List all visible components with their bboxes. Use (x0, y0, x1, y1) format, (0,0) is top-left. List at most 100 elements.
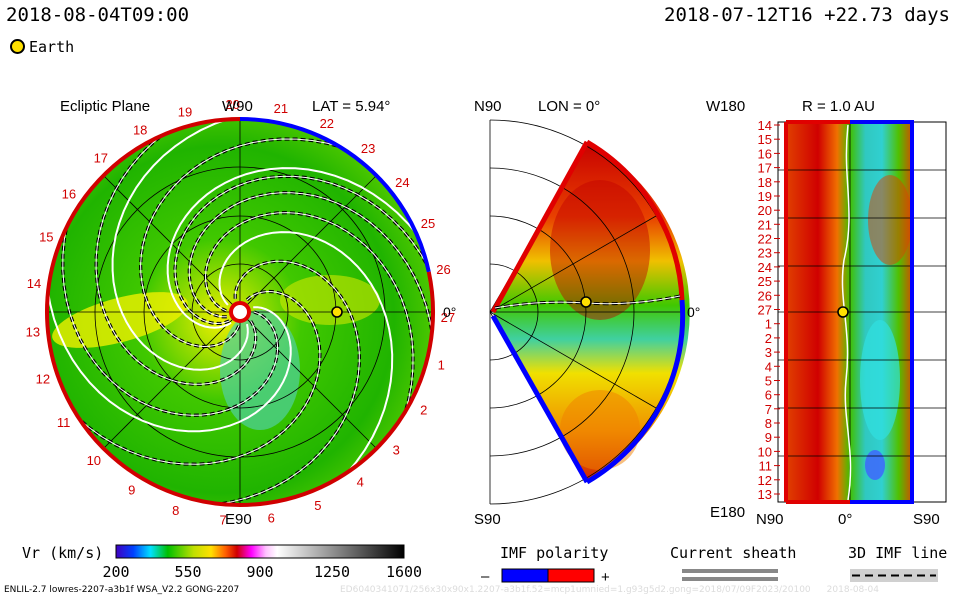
imf-field-line (218, 231, 394, 476)
radial-carrington-tick: 17 (758, 161, 772, 176)
ecliptic-carrington-tick: 16 (62, 187, 76, 202)
colorbar-label: Vr (km/s) (22, 544, 103, 562)
radial-carrington-tick: 9 (765, 430, 772, 445)
radial-carrington-tick: 8 (765, 416, 772, 431)
ecliptic-carrington-tick: 13 (26, 324, 40, 339)
radial-carrington-tick: 25 (758, 274, 772, 289)
radial-carrington-tick: 22 (758, 232, 772, 247)
footer-run-id-text: ED6040341071/256x30x90x1.2207-a3b1f.52=m… (340, 585, 811, 595)
imf-polarity-legend: IMF polarity – + (481, 544, 610, 586)
imf-line-title: 3D IMF line (848, 544, 947, 562)
radial-x-tick-left: N90 (756, 511, 784, 528)
radial-carrington-tick: 21 (758, 217, 772, 232)
ecliptic-carrington-tick: 10 (87, 453, 101, 468)
radial-carrington-tick: 1 (765, 317, 772, 332)
radial-bottom-label: E180 (710, 504, 745, 521)
ecliptic-carrington-tick: 7 (219, 512, 226, 527)
radial-carrington-tick: 27 (758, 303, 772, 318)
ecliptic-carrington-tick: 12 (36, 372, 50, 387)
ecliptic-carrington-tick: 3 (393, 442, 400, 457)
radial-x-tick-mid: 0° (838, 511, 852, 528)
radial-top-label: W180 (706, 98, 745, 115)
meridional-top-label: N90 (474, 98, 502, 115)
ecliptic-carrington-tick: 8 (172, 503, 179, 518)
radial-carrington-tick: 13 (758, 487, 772, 502)
earth-marker-radial (837, 306, 849, 318)
date-left: 2018-08-04T09:00 (6, 4, 190, 26)
meridional-bottom-label: S90 (474, 511, 501, 528)
ecliptic-right-label: 0° (443, 304, 456, 320)
ecliptic-carrington-tick: 11 (57, 415, 71, 430)
ecliptic-title: Ecliptic Plane (60, 98, 150, 115)
earth-legend: Earth (10, 38, 74, 56)
radial-carrington-tick: 7 (765, 402, 772, 417)
ecliptic-carrington-tick: 9 (128, 483, 135, 498)
radial-carrington-ticks: 1415161718192021222324252627123456789101… (758, 118, 780, 502)
imf-polarity-title: IMF polarity (500, 544, 608, 562)
ecliptic-polarity-rim (45, 117, 435, 507)
radial-carrington-tick: 14 (758, 118, 772, 133)
ecliptic-carrington-tick: 24 (395, 175, 409, 190)
ecliptic-carrington-tick: 21 (274, 101, 288, 116)
ecliptic-carrington-tick: 27 (441, 310, 455, 325)
colorbar-tick: 1250 (314, 563, 350, 581)
current-sheath-core (140, 138, 343, 348)
radial-carrington-tick: 4 (765, 359, 772, 374)
imf-positive-swatch (547, 568, 595, 583)
colorbar-tick: 200 (102, 563, 129, 581)
ecliptic-bottom-label: E90 (225, 511, 252, 528)
radial-carrington-tick: 26 (758, 288, 772, 303)
colorbar-tick: 550 (174, 563, 201, 581)
ecliptic-carrington-tick: 6 (268, 511, 275, 526)
footer-model: ENLIL-2.7 lowres-2207-a3b1f WSA_V2.2 GON… (4, 585, 240, 595)
radial-x-tick-right: S90 (913, 511, 940, 528)
ecliptic-carrington-tick: 19 (178, 104, 192, 119)
radial-carrington-tick: 3 (765, 345, 772, 360)
earth-legend-label: Earth (29, 38, 75, 56)
ecliptic-carrington-tick: 5 (314, 498, 321, 513)
imf-minus: – (481, 568, 490, 585)
radial-carrington-tick: 6 (765, 388, 772, 403)
ecliptic-carrington-tick: 1 (438, 358, 445, 373)
radial-carrington-tick: 19 (758, 189, 772, 204)
imf-field-line (111, 119, 249, 371)
earth-legend-icon (10, 39, 25, 54)
radial-r-label: R = 1.0 AU (802, 98, 875, 115)
earth-marker-meridional (580, 296, 592, 308)
vr-colorbar: Vr (km/s) 200 550 900 1250 1600 (22, 544, 422, 581)
meridional-panel: N90 LON = 0° S90 0° (474, 98, 700, 528)
ecliptic-carrington-tick: 20 (225, 97, 239, 112)
ecliptic-carrington-tick: 15 (39, 229, 53, 244)
radial-carrington-tick: 11 (759, 459, 773, 474)
ecliptic-panel: 20 21222324252627123456789101112131415161… (26, 97, 457, 528)
radial-carrington-tick: 20 (758, 203, 772, 218)
current-sheath-core (188, 192, 433, 336)
imf-field-line (166, 167, 420, 329)
imf-plus: + (601, 569, 610, 586)
ecliptic-carrington-tick: 23 (361, 141, 375, 156)
sun-marker (229, 301, 251, 323)
current-sheath-core (216, 260, 360, 505)
ecliptic-carrington-tick: 2 (420, 403, 427, 418)
imf-negative-swatch (501, 568, 549, 583)
current-sheath-legend: Current sheath (670, 544, 796, 581)
meridional-right-label: 0° (687, 304, 700, 320)
radial-panel: 1415161718192021222324252627123456789101… (706, 98, 947, 528)
radial-carrington-tick: 16 (758, 146, 772, 161)
radial-carrington-tick: 12 (758, 473, 772, 488)
current-sheath-core (174, 175, 430, 325)
radial-carrington-tick: 5 (765, 374, 772, 389)
imf-line-legend: 3D IMF line (848, 544, 947, 582)
radial-carrington-tick: 24 (758, 260, 772, 275)
ecliptic-carrington-tick: 25 (421, 216, 435, 231)
ecliptic-lat-label: LAT = 5.94° (312, 98, 390, 115)
current-sheath-core (76, 290, 321, 465)
ecliptic-carrington-ticks: 20 21222324252627123456789101112131415161… (26, 97, 455, 527)
date-right: 2018-07-12T16 +22.73 days (664, 4, 950, 26)
radial-carrington-tick: 18 (758, 175, 772, 190)
colorbar-tick: 900 (246, 563, 273, 581)
ecliptic-carrington-tick: 4 (357, 475, 364, 490)
ecliptic-carrington-tick: 18 (133, 123, 147, 138)
ecliptic-features (47, 119, 433, 505)
sheath-swatch-bottom (682, 577, 778, 581)
